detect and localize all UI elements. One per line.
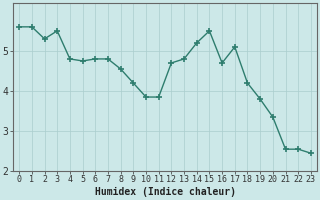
X-axis label: Humidex (Indice chaleur): Humidex (Indice chaleur) xyxy=(94,187,236,197)
